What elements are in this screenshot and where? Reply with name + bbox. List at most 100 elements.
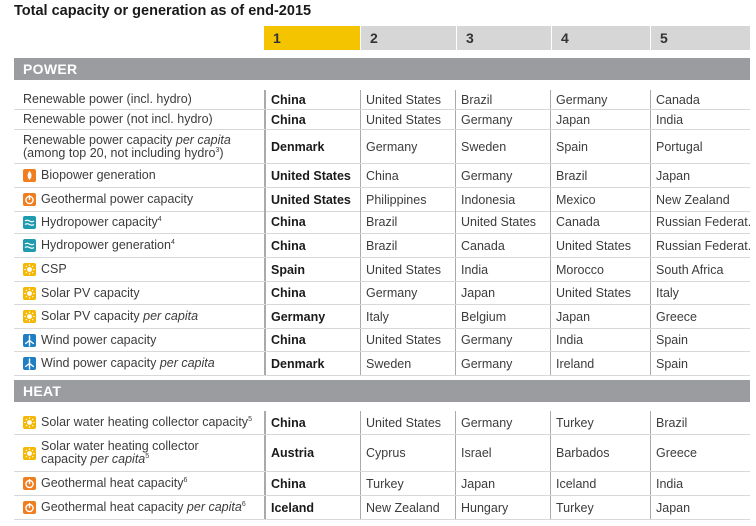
rank-1-cell: China <box>264 329 360 351</box>
row-label: Renewable power (incl. hydro) <box>14 90 264 109</box>
table-row: Solar water heating collector capacity pe… <box>14 435 750 472</box>
rank-1-cell: United States <box>264 188 360 211</box>
rank-2-cell: Germany <box>360 130 455 163</box>
table-row: Hydropower capacity4 China Brazil United St… <box>14 211 750 234</box>
rank-3-cell: Israel <box>455 435 550 471</box>
row-label-text: Renewable power (incl. hydro) <box>23 92 192 106</box>
rank-4-cell: Brazil <box>550 164 650 187</box>
rank-4-cell: India <box>550 329 650 351</box>
rank-2-cell: Brazil <box>360 211 455 233</box>
solar-icon <box>23 263 36 276</box>
row-label-text: Solar water heating collector capacity5 <box>41 415 252 429</box>
wind-icon <box>23 357 36 370</box>
row-label-text: Biopower generation <box>41 168 156 182</box>
row-label: Renewable power capacity per capita (amon… <box>14 130 264 163</box>
rank-3-cell: Germany <box>455 329 550 351</box>
table-row: Solar PV capacity per capita Germany Italy… <box>14 305 750 329</box>
row-label: Solar water heating collector capacity pe… <box>14 435 264 471</box>
solar-icon <box>23 446 36 460</box>
rank-1-cell: China <box>264 472 360 495</box>
table-row: Renewable power capacity per capita (amon… <box>14 130 750 164</box>
rank-2-cell: United States <box>360 90 455 109</box>
rank-4-cell: Iceland <box>550 472 650 495</box>
rank-5-cell: India <box>650 472 750 495</box>
geothermal-icon <box>23 501 36 514</box>
table-row: Wind power capacity per capita Denmark Swe… <box>14 352 750 376</box>
row-label: Wind power capacity per capita <box>14 352 264 375</box>
row-label-text: Geothermal heat capacity per capita6 <box>41 500 246 514</box>
rank-5-cell: Brazil <box>650 411 750 434</box>
rank-2-cell: United States <box>360 110 455 129</box>
table-row: Solar water heating collector capacity5 C… <box>14 411 750 435</box>
rank-4-cell: Mexico <box>550 188 650 211</box>
row-label-text: Hydropower generation4 <box>41 238 175 252</box>
rank-3-cell: Germany <box>455 352 550 375</box>
rank-2-cell: United States <box>360 258 455 281</box>
rank-4-cell: United States <box>550 282 650 304</box>
rank-1-cell: Spain <box>264 258 360 281</box>
row-label: Hydropower generation4 <box>14 234 264 257</box>
row-label-text: Wind power capacity per capita <box>41 356 215 370</box>
rank-4-cell: Ireland <box>550 352 650 375</box>
rank-2-cell: Sweden <box>360 352 455 375</box>
rank-4-cell: Germany <box>550 90 650 109</box>
rank-4-cell: Morocco <box>550 258 650 281</box>
rank-1-cell: China <box>264 211 360 233</box>
rank-3-cell: Japan <box>455 282 550 304</box>
rank-1-cell: Denmark <box>264 352 360 375</box>
rank-header-4: 4 <box>552 26 650 50</box>
row-label-text: Geothermal heat capacity6 <box>41 476 188 490</box>
rank-5-cell: Japan <box>650 496 750 519</box>
rank-5-cell: Italy <box>650 282 750 304</box>
rank-4-cell: Turkey <box>550 496 650 519</box>
rank-5-cell: Greece <box>650 305 750 328</box>
rank-2-cell: United States <box>360 329 455 351</box>
geothermal-icon <box>23 193 36 206</box>
table-row: Renewable power (not incl. hydro) China Un… <box>14 110 750 130</box>
wind-icon <box>23 333 36 347</box>
row-label: Solar PV capacity <box>14 282 264 304</box>
rank-5-cell: Portugal <box>650 130 750 163</box>
row-label: Wind power capacity <box>14 329 264 351</box>
rank-4-cell: Turkey <box>550 411 650 434</box>
rank-1-cell: United States <box>264 164 360 187</box>
rank-2-cell: New Zealand <box>360 496 455 519</box>
rank-1-cell: China <box>264 234 360 257</box>
rank-1-cell: Denmark <box>264 130 360 163</box>
table-title: Total capacity or generation as of end-2… <box>14 3 312 19</box>
rank-3-cell: Japan <box>455 472 550 495</box>
table-row: Solar PV capacity China Germany Japan United… <box>14 282 750 305</box>
row-label: Hydropower capacity4 <box>14 211 264 233</box>
rank-3-cell: India <box>455 258 550 281</box>
rank-4-cell: United States <box>550 234 650 257</box>
rank-header-2: 2 <box>361 26 456 50</box>
row-label-text: Solar PV capacity per capita <box>41 309 199 323</box>
row-label: Geothermal heat capacity per capita6 <box>14 496 264 519</box>
row-label: Solar PV capacity per capita <box>14 305 264 328</box>
rank-2-cell: Germany <box>360 282 455 304</box>
section-header-heat: HEAT <box>14 380 750 402</box>
rank-1-cell: China <box>264 411 360 434</box>
rank-3-cell: Germany <box>455 411 550 434</box>
table-row: Hydropower generation4 China Brazil Canada U… <box>14 234 750 258</box>
row-label-text: Solar PV capacity <box>41 285 140 300</box>
rank-5-cell: New Zealand <box>650 188 750 211</box>
rank-3-cell: Germany <box>455 110 550 129</box>
rank-2-cell: Turkey <box>360 472 455 495</box>
rank-3-cell: Belgium <box>455 305 550 328</box>
row-label-text: CSP <box>41 262 67 276</box>
biopower-icon <box>23 169 36 182</box>
solar-icon <box>23 286 36 300</box>
hydropower-icon <box>23 239 36 252</box>
rank-4-cell: Japan <box>550 110 650 129</box>
rank-4-cell: Barbados <box>550 435 650 471</box>
row-label: Solar water heating collector capacity5 <box>14 411 264 434</box>
row-label: CSP <box>14 258 264 281</box>
rank-5-cell: Canada <box>650 90 750 109</box>
rank-header-5: 5 <box>651 26 750 50</box>
rank-1-cell: Iceland <box>264 496 360 519</box>
rank-1-cell: China <box>264 282 360 304</box>
rank-4-cell: Canada <box>550 211 650 233</box>
rank-3-cell: Canada <box>455 234 550 257</box>
rank-2-cell: United States <box>360 411 455 434</box>
